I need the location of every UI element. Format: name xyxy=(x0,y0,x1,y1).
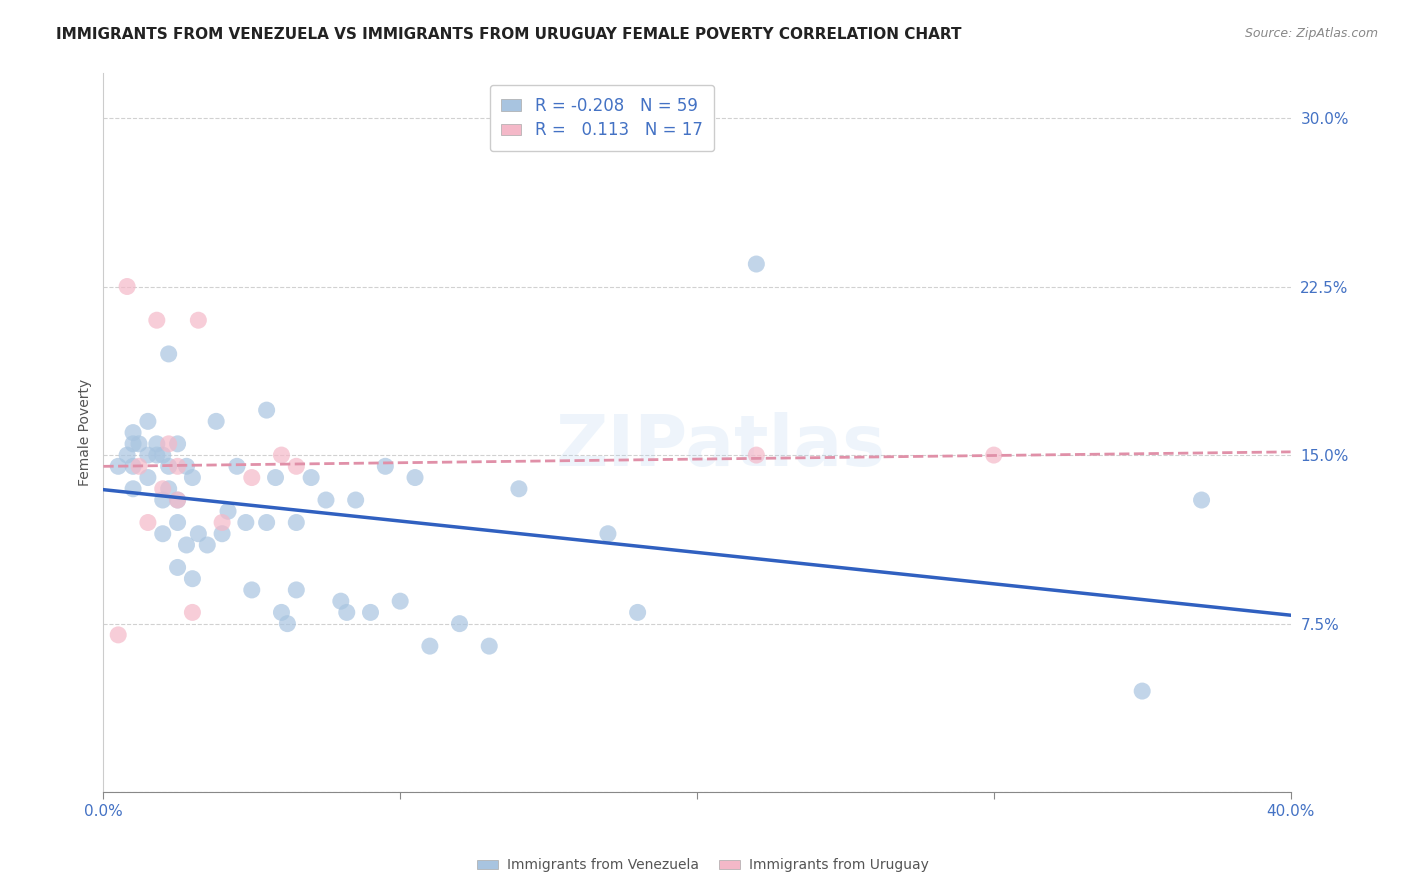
Point xyxy=(107,459,129,474)
Point xyxy=(226,459,249,474)
Point xyxy=(152,448,174,462)
Point xyxy=(211,516,233,530)
Point xyxy=(205,414,228,428)
Point xyxy=(128,459,150,474)
Point xyxy=(115,279,138,293)
Point xyxy=(122,425,145,440)
Point xyxy=(146,313,169,327)
Point xyxy=(157,482,180,496)
Point xyxy=(136,448,159,462)
Point xyxy=(122,437,145,451)
Point xyxy=(107,628,129,642)
Point xyxy=(1130,684,1153,698)
Point xyxy=(276,616,298,631)
Point xyxy=(508,482,530,496)
Point xyxy=(166,459,188,474)
Point xyxy=(389,594,412,608)
Point xyxy=(270,606,292,620)
Point xyxy=(157,459,180,474)
Point xyxy=(449,616,471,631)
Point xyxy=(122,459,145,474)
Point xyxy=(152,493,174,508)
Point xyxy=(146,437,169,451)
Point xyxy=(285,459,308,474)
Point xyxy=(166,437,188,451)
Point xyxy=(235,516,257,530)
Point xyxy=(627,606,650,620)
Point xyxy=(195,538,218,552)
Point xyxy=(136,516,159,530)
Point xyxy=(122,482,145,496)
Point xyxy=(264,470,287,484)
Text: Source: ZipAtlas.com: Source: ZipAtlas.com xyxy=(1244,27,1378,40)
Point xyxy=(240,470,263,484)
Point xyxy=(187,313,209,327)
Point xyxy=(419,639,441,653)
Point xyxy=(478,639,501,653)
Point xyxy=(315,493,337,508)
Point xyxy=(360,606,382,620)
Point xyxy=(181,572,204,586)
Point xyxy=(146,448,169,462)
Point xyxy=(187,526,209,541)
Point xyxy=(166,493,188,508)
Point xyxy=(181,606,204,620)
Point xyxy=(217,504,239,518)
Point xyxy=(256,516,278,530)
Point xyxy=(299,470,322,484)
Point xyxy=(136,414,159,428)
Y-axis label: Female Poverty: Female Poverty xyxy=(79,379,93,486)
Point xyxy=(157,437,180,451)
Point xyxy=(157,347,180,361)
Point xyxy=(1191,493,1213,508)
Point xyxy=(152,482,174,496)
Text: IMMIGRANTS FROM VENEZUELA VS IMMIGRANTS FROM URUGUAY FEMALE POVERTY CORRELATION : IMMIGRANTS FROM VENEZUELA VS IMMIGRANTS … xyxy=(56,27,962,42)
Point xyxy=(596,526,619,541)
Point xyxy=(128,437,150,451)
Point xyxy=(270,448,292,462)
Point xyxy=(285,582,308,597)
Point xyxy=(176,538,198,552)
Point xyxy=(181,470,204,484)
Point xyxy=(166,516,188,530)
Point xyxy=(166,493,188,508)
Point xyxy=(115,448,138,462)
Point xyxy=(336,606,359,620)
Text: ZIPatlas: ZIPatlas xyxy=(555,412,886,482)
Point xyxy=(285,516,308,530)
Point xyxy=(329,594,352,608)
Point xyxy=(176,459,198,474)
Point xyxy=(745,448,768,462)
Point xyxy=(211,526,233,541)
Point xyxy=(404,470,426,484)
Point xyxy=(745,257,768,271)
Point xyxy=(344,493,367,508)
Legend: R = -0.208   N = 59, R =   0.113   N = 17: R = -0.208 N = 59, R = 0.113 N = 17 xyxy=(489,85,714,151)
Point xyxy=(374,459,396,474)
Point xyxy=(136,470,159,484)
Legend: Immigrants from Venezuela, Immigrants from Uruguay: Immigrants from Venezuela, Immigrants fr… xyxy=(472,853,934,878)
Point xyxy=(983,448,1005,462)
Point xyxy=(166,560,188,574)
Point xyxy=(256,403,278,417)
Point xyxy=(240,582,263,597)
Point xyxy=(152,526,174,541)
